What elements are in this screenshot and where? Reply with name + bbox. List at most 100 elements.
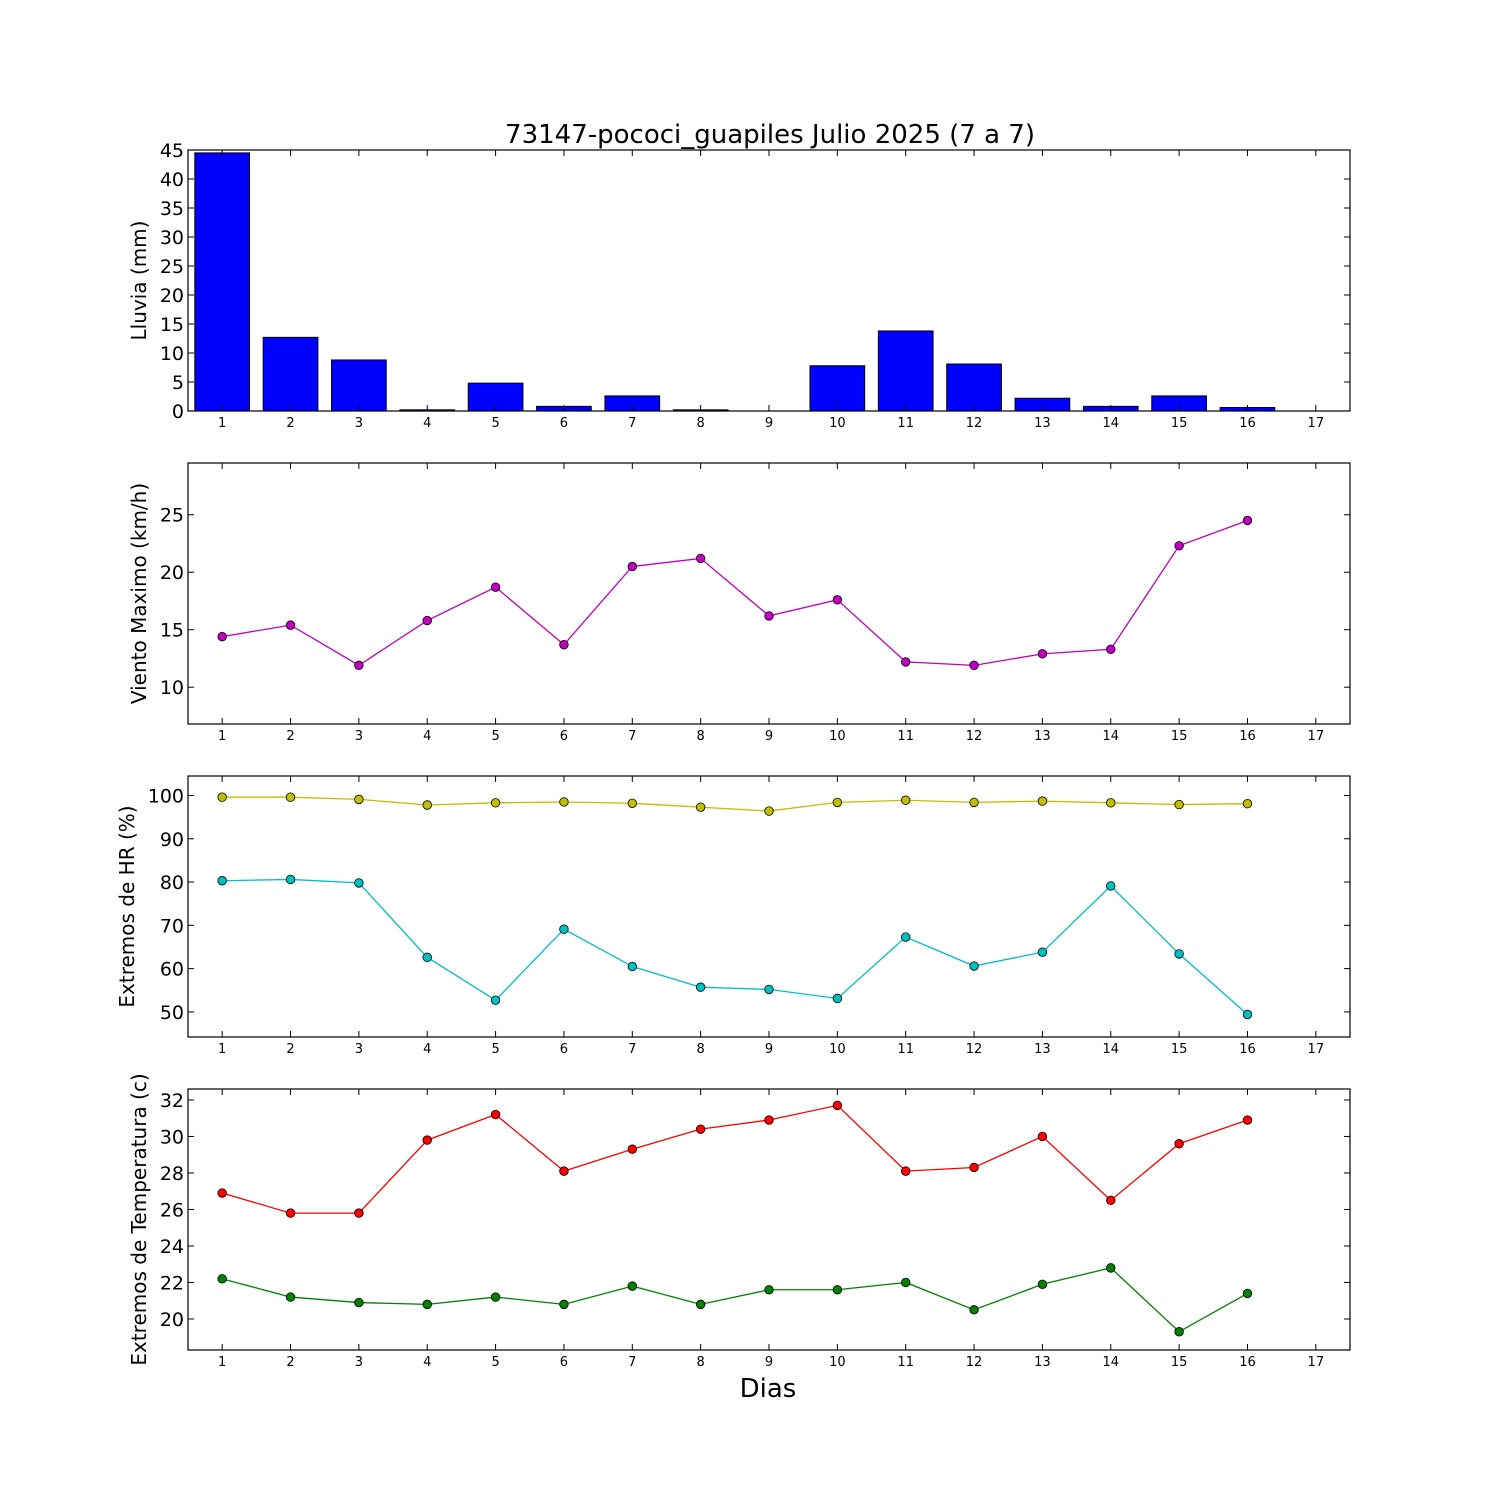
x-tick-label: 17 bbox=[1308, 1355, 1325, 1370]
y-tick-label: 100 bbox=[148, 785, 184, 807]
data-point-s1-day-5 bbox=[491, 1110, 500, 1119]
data-point-s2-day-1 bbox=[218, 1275, 227, 1284]
plot-frame bbox=[188, 463, 1350, 724]
x-tick-label: 6 bbox=[560, 416, 568, 431]
y-tick-label: 40 bbox=[160, 169, 184, 191]
data-point-s1-day-11 bbox=[901, 796, 910, 805]
x-tick-label: 13 bbox=[1034, 416, 1051, 431]
data-point-s1-day-5 bbox=[491, 799, 500, 808]
x-tick-label: 12 bbox=[966, 729, 983, 744]
data-point-s1-day-14 bbox=[1106, 645, 1115, 654]
data-point-s1-day-3 bbox=[355, 795, 364, 804]
y-axis-label: Viento Maximo (km/h) bbox=[127, 483, 151, 704]
y-tick-label: 45 bbox=[160, 140, 184, 162]
data-point-s2-day-3 bbox=[355, 1298, 364, 1307]
data-point-s1-day-3 bbox=[355, 661, 364, 670]
x-tick-label: 2 bbox=[286, 1042, 294, 1057]
y-tick-label: 20 bbox=[160, 562, 184, 584]
data-point-s1-day-12 bbox=[970, 798, 979, 807]
x-tick-label: 3 bbox=[355, 1042, 363, 1057]
x-tick-label: 3 bbox=[355, 1355, 363, 1370]
data-point-s2-day-5 bbox=[491, 1293, 500, 1302]
y-tick-label: 30 bbox=[160, 227, 184, 249]
y-axis-label: Extremos de Temperatura (c) bbox=[127, 1073, 151, 1365]
data-point-s2-day-15 bbox=[1175, 950, 1184, 959]
y-axis-label: Extremos de HR (%) bbox=[115, 805, 139, 1007]
data-point-s2-day-14 bbox=[1106, 1264, 1115, 1273]
data-point-s1-day-6 bbox=[560, 640, 569, 649]
data-point-s2-day-9 bbox=[765, 985, 774, 994]
x-tick-label: 15 bbox=[1171, 1355, 1188, 1370]
data-point-s1-day-8 bbox=[696, 803, 705, 812]
data-point-s1-day-10 bbox=[833, 1101, 842, 1110]
data-point-s1-day-7 bbox=[628, 1145, 637, 1154]
data-point-s1-day-9 bbox=[765, 612, 774, 621]
x-tick-label: 4 bbox=[423, 416, 431, 431]
x-tick-label: 17 bbox=[1308, 416, 1325, 431]
y-tick-label: 60 bbox=[160, 959, 184, 981]
y-axis-label: Lluvia (mm) bbox=[127, 221, 151, 341]
y-tick-label: 15 bbox=[160, 620, 184, 642]
x-tick-label: 2 bbox=[286, 1355, 294, 1370]
data-point-s2-day-14 bbox=[1106, 882, 1115, 891]
x-tick-label: 7 bbox=[628, 416, 636, 431]
data-point-s2-day-16 bbox=[1243, 1289, 1252, 1298]
data-point-s1-day-2 bbox=[286, 621, 295, 630]
data-point-s1-day-13 bbox=[1038, 650, 1047, 659]
x-tick-label: 15 bbox=[1171, 1042, 1188, 1057]
data-point-s1-day-15 bbox=[1175, 1139, 1184, 1148]
x-tick-label: 17 bbox=[1308, 729, 1325, 744]
y-tick-label: 24 bbox=[160, 1236, 184, 1258]
data-point-s2-day-10 bbox=[833, 994, 842, 1003]
data-point-s1-day-5 bbox=[491, 583, 500, 592]
x-tick-label: 4 bbox=[423, 1355, 431, 1370]
data-point-s1-day-1 bbox=[218, 793, 227, 802]
y-tick-label: 32 bbox=[160, 1090, 184, 1112]
x-tick-label: 3 bbox=[355, 729, 363, 744]
x-tick-label: 8 bbox=[697, 729, 705, 744]
data-point-s2-day-6 bbox=[560, 925, 569, 934]
data-point-s1-day-10 bbox=[833, 596, 842, 605]
data-point-s2-day-12 bbox=[970, 962, 979, 971]
data-point-s1-day-11 bbox=[901, 658, 910, 667]
x-tick-label: 3 bbox=[355, 416, 363, 431]
x-tick-label: 2 bbox=[286, 416, 294, 431]
series-line-2 bbox=[222, 879, 1247, 1014]
x-axis-label: Dias bbox=[740, 1374, 797, 1404]
bar-day-1 bbox=[195, 153, 250, 411]
data-point-s2-day-7 bbox=[628, 1282, 637, 1291]
x-tick-label: 12 bbox=[966, 1355, 983, 1370]
data-point-s1-day-15 bbox=[1175, 800, 1184, 809]
x-tick-label: 16 bbox=[1239, 729, 1256, 744]
data-point-s1-day-9 bbox=[765, 1116, 774, 1125]
data-point-s2-day-11 bbox=[901, 933, 910, 942]
y-tick-label: 30 bbox=[160, 1126, 184, 1148]
x-tick-label: 10 bbox=[829, 1355, 846, 1370]
x-tick-label: 13 bbox=[1034, 729, 1051, 744]
x-tick-label: 11 bbox=[897, 1355, 914, 1370]
x-tick-label: 11 bbox=[897, 416, 914, 431]
bar-day-10 bbox=[810, 366, 865, 411]
x-tick-label: 11 bbox=[897, 1042, 914, 1057]
x-tick-label: 16 bbox=[1239, 1042, 1256, 1057]
data-point-s2-day-2 bbox=[286, 875, 295, 884]
series-line-2 bbox=[222, 1268, 1247, 1332]
data-point-s1-day-4 bbox=[423, 1136, 432, 1145]
data-point-s1-day-9 bbox=[765, 807, 774, 816]
data-point-s2-day-16 bbox=[1243, 1010, 1252, 1019]
series-line-1 bbox=[222, 1105, 1247, 1213]
x-tick-label: 7 bbox=[628, 729, 636, 744]
x-tick-label: 9 bbox=[765, 729, 773, 744]
x-tick-label: 10 bbox=[829, 729, 846, 744]
bar-day-2 bbox=[263, 337, 318, 411]
x-tick-label: 14 bbox=[1102, 1355, 1119, 1370]
y-tick-label: 10 bbox=[160, 343, 184, 365]
x-tick-label: 14 bbox=[1102, 416, 1119, 431]
data-point-s2-day-13 bbox=[1038, 1280, 1047, 1289]
x-tick-label: 10 bbox=[829, 1042, 846, 1057]
